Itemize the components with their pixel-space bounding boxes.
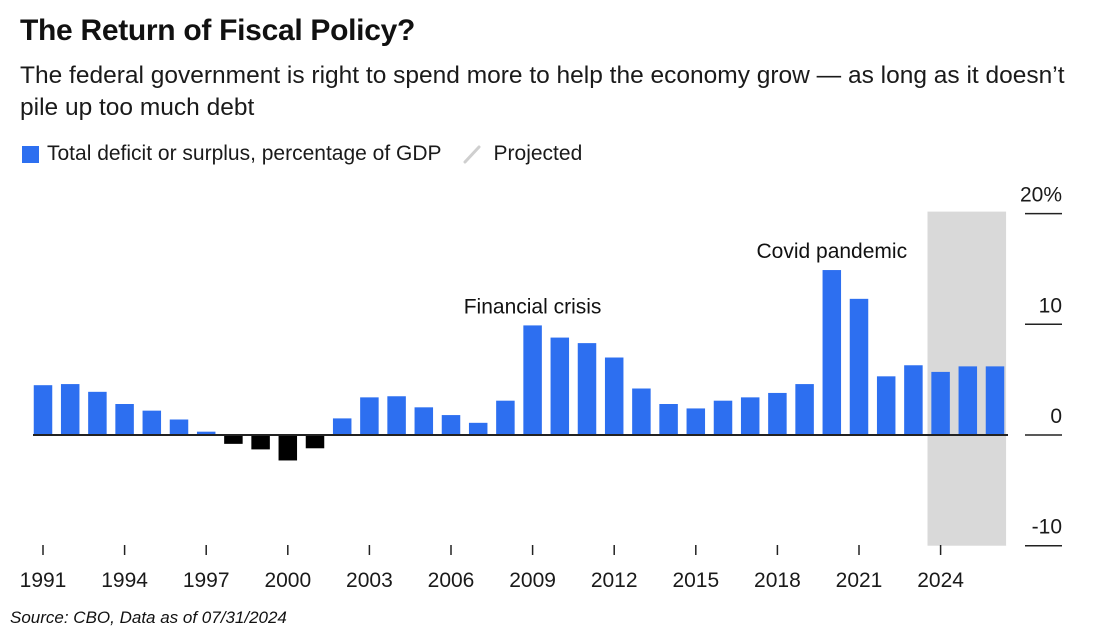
bar-1991 [33,385,53,435]
bar-2016 [713,400,733,435]
x-tick-label: 1991 [20,569,67,592]
bar-2006 [441,415,461,435]
diagonal-slash-icon [463,145,481,164]
x-tick-label: 2018 [754,569,801,592]
annotation-label: Financial crisis [464,295,602,318]
bar-2004 [387,396,406,435]
bar-2022 [876,376,896,435]
legend-projected-label: Projected [493,142,583,165]
bar-2025 [958,366,978,435]
source-note: Source: CBO, Data as of 07/31/2024 [10,608,287,627]
x-tick-label: 1994 [101,569,148,592]
bar-2008 [496,400,515,435]
bar-2012 [604,357,624,435]
bar-1999 [251,435,270,450]
bar-1998 [224,435,243,444]
bar-2023 [904,365,923,435]
x-tick-label: 2024 [917,569,964,592]
x-tick-label: 2000 [264,569,311,592]
bar-2005 [414,407,434,435]
bar-1992 [60,384,80,435]
x-tick-label: 2006 [428,569,475,592]
square-swatch-icon [22,145,39,163]
y-tick-label: 20% [1020,184,1062,207]
legend: Total deficit or surplus, percentage of … [22,142,582,166]
legend-series-label: Total deficit or surplus, percentage of … [47,142,442,165]
x-tick-label: 1997 [183,569,230,592]
bar-1994 [115,404,134,435]
bar-2009 [523,325,542,435]
y-tick-label: 0 [1050,405,1062,428]
bar-1995 [142,410,162,435]
y-tick-label: 10 [1039,294,1062,317]
bar-2015 [686,408,706,435]
bar-2002 [332,418,352,435]
x-tick-label: 2021 [836,569,883,592]
x-tick-label: 2009 [509,569,556,592]
bar-1993 [88,391,107,435]
bar-1996 [169,419,189,435]
bar-2013 [632,388,651,435]
bar-2024 [931,371,950,435]
x-tick-label: 2015 [672,569,719,592]
bar-1997 [196,431,216,435]
bar-2026 [985,366,1005,435]
bar-2018 [768,392,787,435]
bar-2000 [278,435,298,461]
bar-2001 [305,435,325,449]
bar-2010 [550,337,570,435]
bar-2011 [577,343,597,435]
bar-2017 [740,397,760,435]
x-tick-label: 2012 [591,569,638,592]
chart-subtitle: The federal government is right to spend… [20,62,1065,121]
x-tick-label: 2003 [346,569,393,592]
bar-2003 [360,397,379,435]
bar-2014 [659,404,678,435]
annotation-label: Covid pandemic [757,240,908,263]
bar-2020 [822,270,842,435]
y-tick-label: -10 [1032,516,1062,539]
bar-2019 [795,384,814,435]
chart-title: The Return of Fiscal Policy? [20,14,416,47]
bar-2007 [468,422,488,435]
bar-2021 [849,298,869,435]
